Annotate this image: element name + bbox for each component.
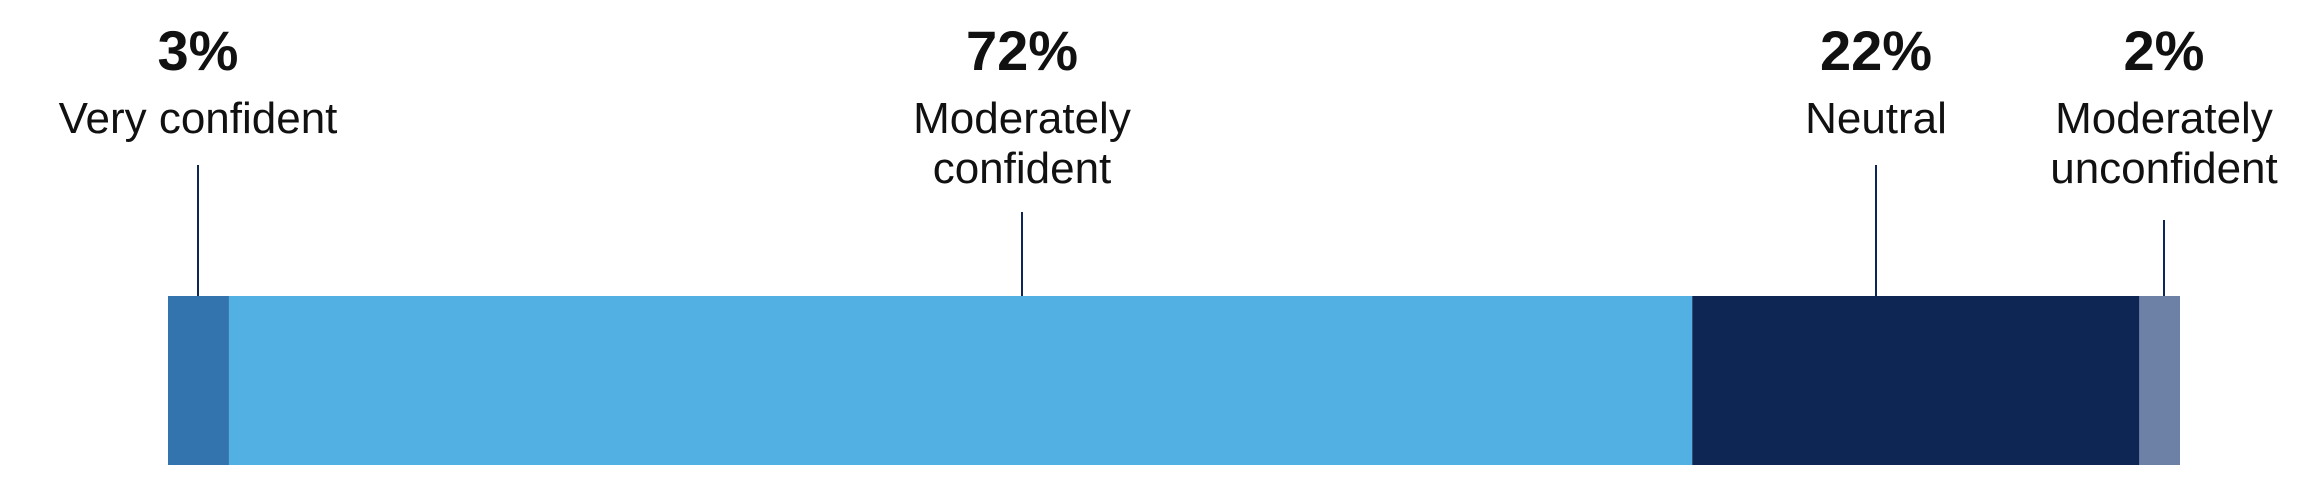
bar-segment-moderately-confident <box>228 296 1693 465</box>
value-label-neutral: 22% <box>1820 19 1932 82</box>
bar-segment-very-confident <box>168 296 229 465</box>
category-label-moderately-unconfident-line-2: unconfident <box>2050 144 2278 193</box>
bar-segment-neutral <box>1692 296 2140 465</box>
value-label-moderately-confident: 72% <box>966 19 1078 82</box>
segment-labels: 3%Very confident72%Moderatelyconfident22… <box>59 19 2278 193</box>
value-label-moderately-unconfident: 2% <box>2124 19 2205 82</box>
category-label-moderately-unconfident-line-1: Moderately <box>2055 94 2273 143</box>
bar-segment-moderately-unconfident <box>2139 296 2180 465</box>
category-label-moderately-confident-line-1: Moderately <box>913 94 1131 143</box>
bar-segments <box>168 296 2180 465</box>
category-label-very-confident-line-1: Very confident <box>59 94 338 143</box>
category-label-moderately-confident-line-2: confident <box>933 144 1112 193</box>
leader-lines <box>197 165 2165 296</box>
category-label-neutral-line-1: Neutral <box>1805 94 1947 143</box>
value-label-very-confident: 3% <box>158 19 239 82</box>
